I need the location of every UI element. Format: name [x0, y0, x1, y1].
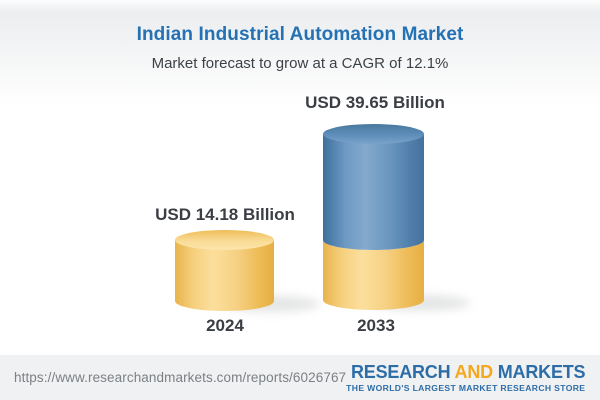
logo-tagline: THE WORLD'S LARGEST MARKET RESEARCH STOR…	[346, 382, 586, 393]
report-url: https://www.researchandmarkets.com/repor…	[14, 370, 347, 385]
logo-word-markets: MARKETS	[497, 361, 586, 382]
cylinder-chart-svg	[175, 124, 470, 312]
logo-word-research: RESEARCH	[350, 361, 451, 382]
chart-subtitle: Market forecast to grow at a CAGR of 12.…	[151, 55, 449, 72]
logo-word-and: AND	[454, 361, 494, 382]
cylinder-2033	[323, 124, 424, 310]
footer-bar: https://www.researchandmarkets.com/repor…	[0, 355, 600, 400]
research-and-markets-logo: RESEARCH AND MARKETS THE WORLD'S LARGEST…	[346, 363, 585, 393]
cylinder-2033-yellow-segment	[323, 240, 424, 310]
category-label-2024: 2024	[206, 316, 244, 335]
cylinder-2024	[175, 230, 274, 311]
cylinder-chart: USD 39.65 Billion USD 14.18 Billion 2024…	[0, 85, 600, 355]
logo-wordmark: RESEARCH AND MARKETS	[346, 361, 586, 382]
cylinder-2033-top	[323, 124, 424, 144]
header-background-gradient	[0, 0, 600, 115]
cylinder-2033-blue-segment	[323, 134, 424, 250]
chart-header: Indian Industrial Automation Market Mark…	[0, 0, 600, 72]
value-label-2024: USD 14.18 Billion	[155, 205, 295, 224]
category-label-2033: 2033	[357, 316, 395, 335]
chart-title: Indian Industrial Automation Market	[136, 24, 464, 45]
value-label-2033: USD 39.65 Billion	[305, 93, 445, 112]
